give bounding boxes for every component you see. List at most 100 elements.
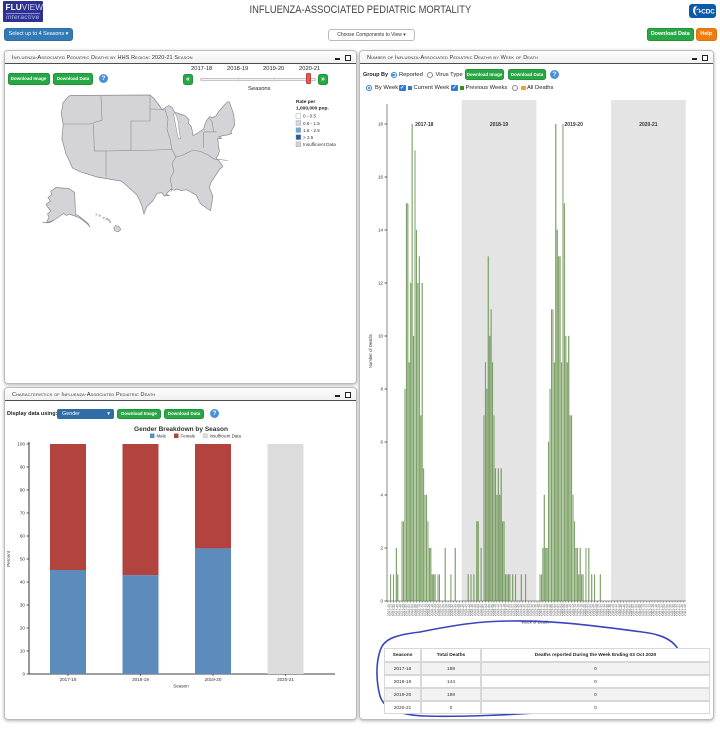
svg-text:2020-22: 2020-22	[585, 604, 589, 616]
svg-text:2020-30: 2020-30	[597, 604, 601, 616]
svg-text:Insufficient Data: Insufficient Data	[210, 434, 242, 439]
svg-text:2021-16: 2021-16	[651, 604, 655, 616]
svg-text:2020-06: 2020-06	[562, 604, 566, 616]
svg-text:2018-16: 2018-16	[427, 604, 431, 616]
svg-text:20: 20	[20, 626, 26, 631]
svg-text:2019-10: 2019-10	[493, 604, 497, 616]
svg-text:2020-18: 2020-18	[579, 604, 583, 616]
svg-text:2020-26: 2020-26	[591, 604, 595, 616]
svg-text:2021-28: 2021-28	[668, 604, 672, 616]
svg-text:2021-30: 2021-30	[671, 604, 675, 616]
svg-text:2021-12: 2021-12	[645, 604, 649, 616]
svg-text:2018-42: 2018-42	[464, 604, 468, 616]
svg-text:2019-36: 2019-36	[531, 604, 535, 616]
svg-text:Male: Male	[157, 434, 167, 439]
svg-text:2019-30: 2019-30	[522, 604, 526, 616]
svg-text:2018-30: 2018-30	[447, 604, 451, 616]
svg-text:50: 50	[20, 557, 26, 562]
svg-text:2021-34: 2021-34	[677, 604, 681, 616]
svg-text:2019-08: 2019-08	[490, 604, 494, 616]
svg-text:0 - 0.5: 0 - 0.5	[303, 114, 316, 119]
svg-text:Gender Breakdown by Season: Gender Breakdown by Season	[134, 426, 228, 433]
svg-text:2021-24: 2021-24	[663, 604, 667, 616]
svg-text:2018-06: 2018-06	[413, 604, 417, 616]
svg-text:2017-46: 2017-46	[396, 604, 400, 616]
svg-text:2018-20: 2018-20	[433, 604, 437, 616]
svg-text:1.6 - 2.5: 1.6 - 2.5	[303, 128, 320, 133]
svg-text:2021-10: 2021-10	[643, 604, 647, 616]
svg-text:2018-46: 2018-46	[470, 604, 474, 616]
svg-text:2018-10: 2018-10	[419, 604, 423, 616]
svg-text:2018-08: 2018-08	[416, 604, 420, 616]
svg-text:70: 70	[20, 511, 26, 516]
svg-text:2018-18: 2018-18	[430, 604, 434, 616]
svg-text:2021-04: 2021-04	[634, 604, 638, 616]
svg-text:8: 8	[380, 387, 383, 392]
svg-text:2020-34: 2020-34	[602, 604, 606, 616]
svg-text:2018-34: 2018-34	[453, 604, 457, 616]
svg-text:Insufficient Data: Insufficient Data	[303, 142, 336, 147]
svg-text:30: 30	[20, 603, 26, 608]
svg-text:2020-28: 2020-28	[594, 604, 598, 616]
svg-text:2019-12: 2019-12	[496, 604, 500, 616]
svg-text:2018-02: 2018-02	[407, 604, 411, 616]
svg-text:CDC: CDC	[701, 9, 715, 16]
svg-text:Rate per: Rate per	[296, 99, 315, 105]
svg-text:2019-06: 2019-06	[487, 604, 491, 616]
svg-text:2019-48: 2019-48	[548, 604, 552, 616]
svg-text:2020-02: 2020-02	[556, 604, 560, 616]
svg-text:2019-44: 2019-44	[542, 604, 546, 616]
svg-text:2019-26: 2019-26	[516, 604, 520, 616]
svg-text:2019-50: 2019-50	[551, 604, 555, 616]
svg-text:2020-04: 2020-04	[559, 604, 563, 616]
svg-text:12: 12	[378, 281, 384, 286]
svg-text:2020-10: 2020-10	[568, 604, 572, 616]
svg-text:2018-52: 2018-52	[479, 604, 483, 616]
svg-text:2: 2	[380, 546, 383, 551]
svg-text:2019-24: 2019-24	[513, 604, 517, 616]
svg-text:2021-18: 2021-18	[654, 604, 658, 616]
svg-text:2018-44: 2018-44	[467, 604, 471, 616]
svg-text:2019-42: 2019-42	[539, 604, 543, 616]
svg-text:2018-14: 2018-14	[424, 604, 428, 616]
svg-text:2020-52: 2020-52	[628, 604, 632, 616]
svg-text:2020-46: 2020-46	[620, 604, 624, 616]
svg-text:14: 14	[378, 228, 384, 233]
svg-text:2021-26: 2021-26	[666, 604, 670, 616]
svg-text:2018-26: 2018-26	[442, 604, 446, 616]
svg-text:2020-50: 2020-50	[625, 604, 629, 616]
svg-text:2019-14: 2019-14	[499, 604, 503, 616]
svg-text:2019-04: 2019-04	[485, 604, 489, 616]
svg-text:2020-36: 2020-36	[605, 604, 609, 616]
svg-text:2020-20: 2020-20	[582, 604, 586, 616]
svg-text:2017-48: 2017-48	[398, 604, 402, 616]
svg-text:2020-24: 2020-24	[588, 604, 592, 616]
svg-text:2020-21: 2020-21	[277, 677, 294, 682]
svg-text:40: 40	[20, 580, 26, 585]
svg-text:2021-06: 2021-06	[637, 604, 641, 616]
svg-text:2019-16: 2019-16	[502, 604, 506, 616]
svg-text:2018-40: 2018-40	[462, 604, 466, 616]
svg-text:2021-20: 2021-20	[657, 604, 661, 616]
svg-text:10: 10	[20, 649, 26, 654]
svg-text:2017-18: 2017-18	[60, 677, 77, 682]
svg-text:16: 16	[378, 175, 384, 180]
svg-text:2019-28: 2019-28	[519, 604, 523, 616]
svg-text:Percent: Percent	[6, 550, 11, 567]
svg-text:2021-22: 2021-22	[660, 604, 664, 616]
svg-text:2021-08: 2021-08	[640, 604, 644, 616]
svg-text:2018-50: 2018-50	[476, 604, 480, 616]
svg-text:2017-18: 2017-18	[415, 122, 434, 128]
svg-text:2021-02: 2021-02	[631, 604, 635, 616]
svg-text:2019-22: 2019-22	[510, 604, 514, 616]
svg-text:100: 100	[17, 442, 25, 447]
svg-text:2020-12: 2020-12	[571, 604, 575, 616]
svg-text:2018-36: 2018-36	[456, 604, 460, 616]
svg-text:2018-24: 2018-24	[439, 604, 443, 616]
svg-text:Female: Female	[181, 434, 196, 439]
svg-text:2018-32: 2018-32	[450, 604, 454, 616]
svg-text:2021-14: 2021-14	[648, 604, 652, 616]
svg-text:0: 0	[22, 672, 25, 677]
svg-text:6: 6	[380, 440, 383, 445]
svg-text:2018-19: 2018-19	[132, 677, 149, 682]
